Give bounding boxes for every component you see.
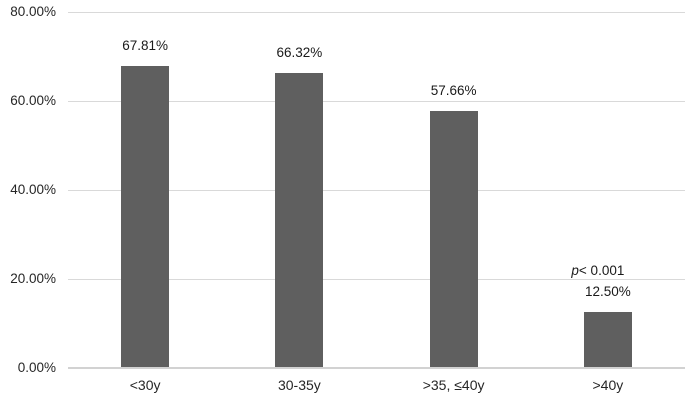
bar xyxy=(275,72,324,368)
bar-value-label: 12.50% xyxy=(584,284,631,300)
bar-value-label: 57.66% xyxy=(430,83,477,99)
x-axis-tick-label: >35, ≤40y xyxy=(422,377,485,393)
y-axis-tick-label: 80.00% xyxy=(10,4,56,19)
bar-group: 66.32% xyxy=(222,12,376,368)
p-value-text: < 0.001 xyxy=(578,263,625,279)
y-axis-tick-labels: 80.00% 60.00% 40.00% 20.00% 0.00% xyxy=(0,4,56,375)
x-axis-tick-labels: <30y 30-35y >35, ≤40y >40y xyxy=(68,376,685,394)
bars-container: 67.81% 66.32% 57.66% p< 0.001 12.50% xyxy=(68,12,685,368)
y-axis-tick-label: 20.00% xyxy=(10,271,56,286)
bar xyxy=(583,312,632,368)
x-axis-line xyxy=(68,367,685,369)
bar-group: 67.81% xyxy=(68,12,222,368)
x-axis-tick-label: >40y xyxy=(592,377,624,393)
p-value-annotation: p< 0.001 xyxy=(571,263,624,278)
y-axis-tick-label: 0.00% xyxy=(17,360,56,375)
bar xyxy=(121,66,170,368)
y-axis-tick-label: 60.00% xyxy=(10,93,56,108)
x-axis-tick-label: <30y xyxy=(129,377,161,393)
bar-value-label: 66.32% xyxy=(276,44,323,60)
bar-group: p< 0.001 12.50% xyxy=(531,12,685,368)
gridline xyxy=(68,101,685,102)
bar-value-label: 67.81% xyxy=(122,38,169,54)
gridline xyxy=(68,279,685,280)
bar-group: 57.66% xyxy=(377,12,531,368)
gridline xyxy=(68,12,685,13)
gridline xyxy=(68,190,685,191)
x-axis-tick-label: 30-35y xyxy=(277,377,321,393)
p-value-italic-symbol: p xyxy=(571,263,579,279)
bar xyxy=(429,111,478,368)
y-axis-tick-label: 40.00% xyxy=(10,182,56,197)
plot-area: 67.81% 66.32% 57.66% p< 0.001 12.50% xyxy=(68,12,685,369)
